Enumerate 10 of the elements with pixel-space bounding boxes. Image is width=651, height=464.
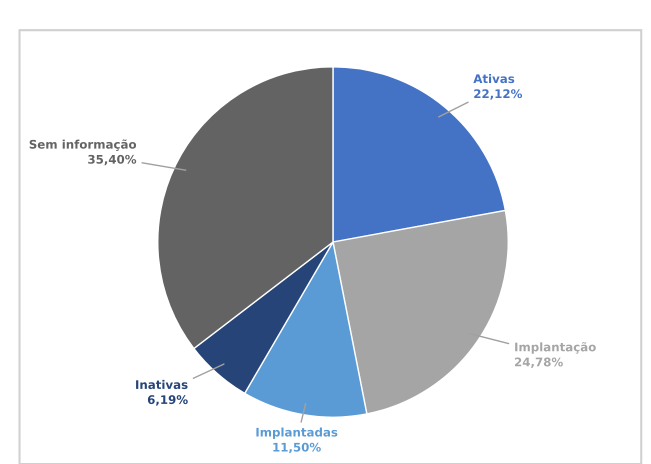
data-label: 22,12% — [474, 89, 522, 100]
slice-label: Ativas — [473, 74, 514, 84]
data-label: 11,50% — [273, 442, 321, 454]
slice-label: Implantação — [515, 342, 596, 354]
slice-label: Inativas — [136, 380, 188, 390]
slice-label: Sem informação — [30, 139, 136, 151]
data-label: 24,78% — [515, 358, 563, 368]
data-label: 35,40% — [88, 154, 136, 166]
data-label: 6,19% — [148, 395, 188, 406]
slice-label: Implantadas — [256, 428, 338, 439]
